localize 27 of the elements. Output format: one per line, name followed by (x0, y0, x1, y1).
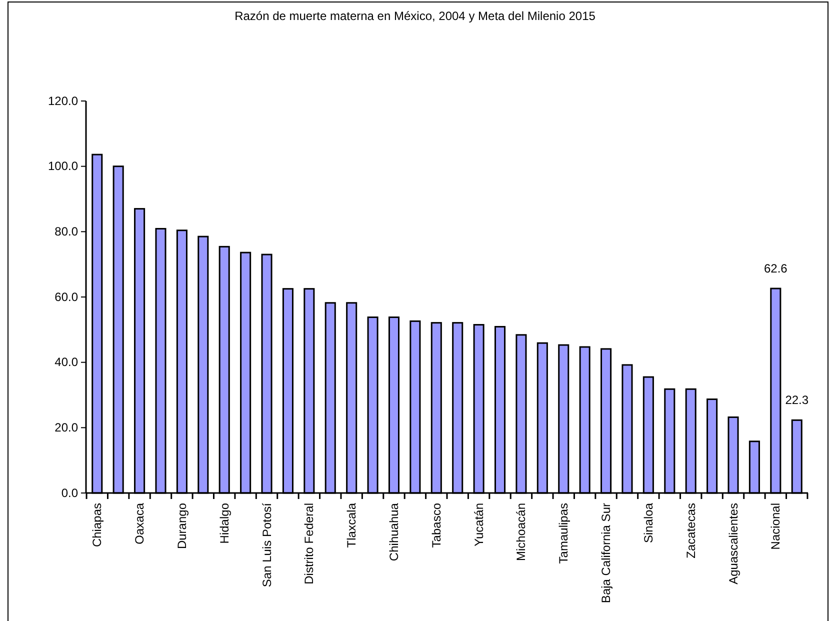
y-tick-label: 80.0 (54, 224, 78, 239)
y-tick-label: 120.0 (48, 94, 78, 108)
y-tick-label: 20.0 (54, 420, 78, 435)
x-tick-label: Tamaulipas (556, 503, 571, 564)
x-tick-label: Yucatán (472, 503, 486, 546)
x-tick-label: Sinaloa (641, 502, 656, 544)
y-tick-label: 0.0 (61, 486, 78, 500)
x-tick-label: Distrito Federal (302, 503, 316, 584)
y-tick-label: 60.0 (54, 290, 78, 304)
data-label: 62.6 (764, 262, 788, 276)
x-tick-label: San Luis Potosí (260, 502, 274, 588)
data-label: 22.3 (785, 393, 809, 408)
x-tick-label: Baja California Sur (599, 503, 614, 604)
x-tick-label: Michoacán (514, 503, 528, 562)
x-tick-label: Chihuahua (386, 502, 401, 562)
x-tick-label: Hidalgo (217, 502, 232, 544)
x-tick-label: Aguascalientes (726, 503, 740, 584)
x-tick-label: Oaxaca (132, 502, 147, 544)
x-tick-label: Nacional (768, 503, 783, 550)
x-tick-label: Durango (174, 502, 189, 550)
x-tick-label: Tlaxcala (344, 502, 359, 548)
y-tick-label: 40.0 (54, 355, 78, 370)
y-tick-label: 100.0 (48, 159, 78, 174)
chart-title: Razón de muerte materna en México, 2004 y Meta del Milenio 2015 (234, 9, 596, 23)
x-tick-label: Tabasco (429, 502, 444, 548)
x-tick-label: Chiapas (90, 503, 104, 548)
x-tick-label: Zacatecas (684, 503, 698, 558)
